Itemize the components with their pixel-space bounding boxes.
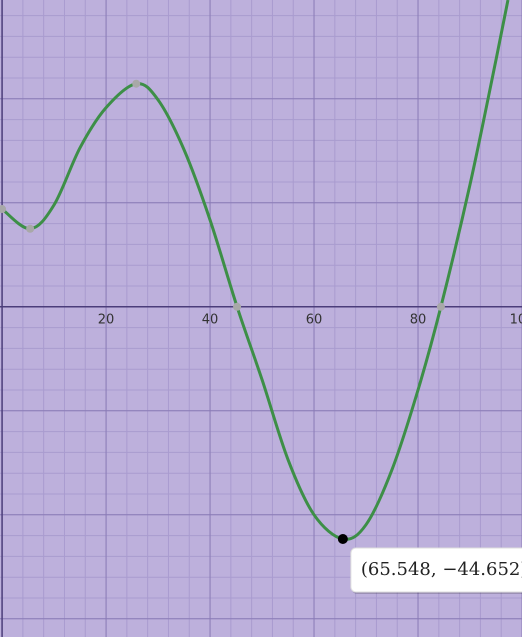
point-of-interest: [0, 205, 7, 214]
x-tick-label: 20: [98, 312, 115, 327]
point-of-interest: [26, 224, 35, 233]
highlighted-point: [337, 533, 348, 544]
point-of-interest: [233, 302, 242, 311]
point-label: (65.548, −44.652): [361, 559, 522, 580]
label-box: [350, 547, 522, 593]
x-tick-label: 60: [306, 312, 323, 327]
x-tick-label: 80: [410, 312, 427, 327]
point-of-interest: [436, 302, 445, 311]
point-of-interest: [132, 79, 141, 88]
curve: [1, 0, 510, 541]
x-tick-label: 100: [510, 312, 522, 327]
plot: (65.548, −44.652): [0, 0, 522, 594]
x-tick-label: 40: [202, 312, 219, 327]
